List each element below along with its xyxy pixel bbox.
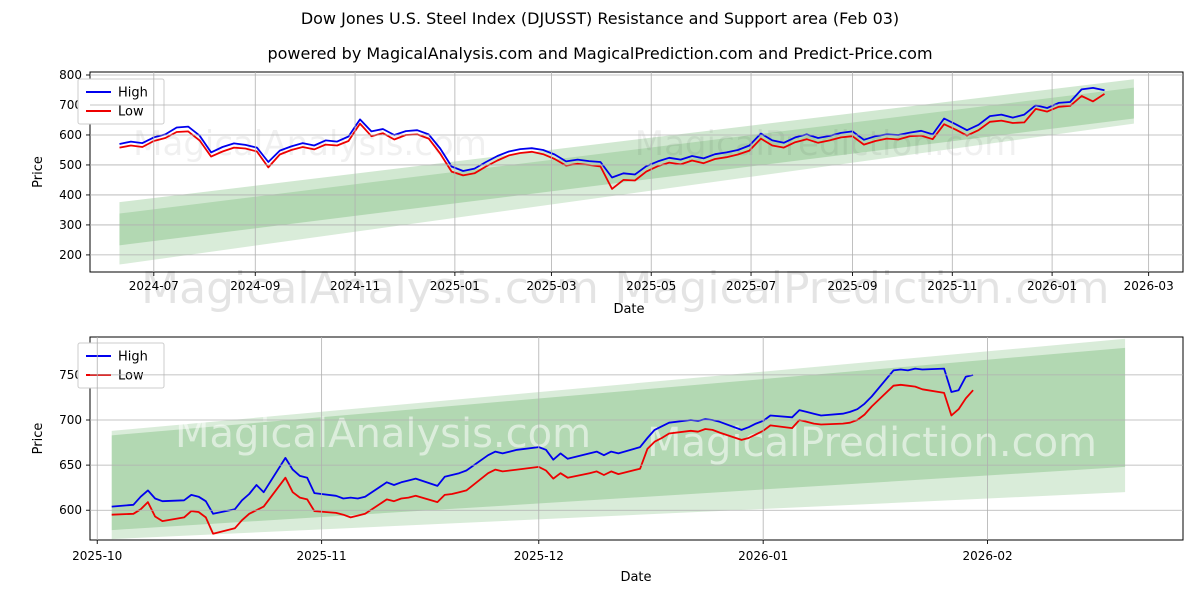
figure-subtitle: powered by MagicalAnalysis.com and Magic… <box>267 44 933 63</box>
x-tick-label: 2026-01 <box>738 549 788 563</box>
support-band <box>119 87 1134 265</box>
x-axis: 2025-10 2025-11 2025-12 2026-01 2026-02 Date <box>72 540 1013 585</box>
plot-border <box>89 71 1184 273</box>
legend-label: High <box>118 86 148 101</box>
legend-box <box>77 78 165 125</box>
resistance-band <box>119 79 1134 246</box>
x-axis: 2024-07 2024-09 2024-11 2025-01 2025-03 2025-… <box>129 272 1174 317</box>
y-axis-label: Price <box>31 423 46 455</box>
x-tick-label: 2025-12 <box>514 549 564 563</box>
y-tick-label: 600 <box>59 128 82 142</box>
watermark: MagicalAnalysis.com <box>175 411 591 457</box>
legend: High Low <box>77 342 165 389</box>
y-tick-label: 500 <box>59 158 82 172</box>
legend-box <box>77 342 165 389</box>
y-tick-label: 750 <box>59 368 82 382</box>
support-band <box>111 338 1126 540</box>
high-line <box>119 87 1105 179</box>
x-tick-label: 2025-07 <box>726 279 776 293</box>
resistance-band <box>111 347 1126 531</box>
plot-border <box>89 336 1184 541</box>
y-tick-label: 800 <box>59 68 82 82</box>
low-line <box>119 93 1105 190</box>
x-tick-label: 2025-03 <box>526 279 576 293</box>
watermark: MagicalPrediction.com <box>635 124 1018 164</box>
y-tick-label: 200 <box>59 248 82 262</box>
x-tick-label: 2025-09 <box>827 279 877 293</box>
x-tick-label: 2025-11 <box>297 549 347 563</box>
x-tick-label: 2024-11 <box>330 279 380 293</box>
legend-label: Low <box>118 105 144 120</box>
y-tick-label: 600 <box>59 503 82 517</box>
grid <box>90 337 1183 540</box>
y-tick-label: 400 <box>59 188 82 202</box>
legend: High Low <box>77 78 165 125</box>
x-tick-label: 2026-03 <box>1124 279 1174 293</box>
x-tick-label: 2025-10 <box>72 549 122 563</box>
figure-title: Dow Jones U.S. Steel Index (DJUSST) Resi… <box>300 9 900 28</box>
legend-label: High <box>118 350 148 365</box>
top-chart: MagicalAnalysis.com MagicalPrediction.com… <box>31 68 1184 317</box>
x-axis-label: Date <box>613 302 644 317</box>
low-line <box>111 383 974 535</box>
x-axis-label: Date <box>620 570 651 585</box>
x-tick-label: 2026-02 <box>962 549 1012 563</box>
y-tick-label: 700 <box>59 98 82 112</box>
x-tick-label: 2025-11 <box>927 279 977 293</box>
high-line <box>111 367 974 515</box>
x-tick-label: 2024-07 <box>129 279 179 293</box>
legend-label: Low <box>118 369 144 384</box>
x-tick-label: 2025-05 <box>626 279 676 293</box>
y-tick-label: 300 <box>59 218 82 232</box>
bottom-chart: MagicalAnalysis.com MagicalPrediction.com… <box>31 336 1184 585</box>
watermark: MagicalPrediction.com <box>647 420 1097 466</box>
y-tick-label: 650 <box>59 458 82 472</box>
x-tick-label: 2025-01 <box>430 279 480 293</box>
x-tick-label: 2026-01 <box>1027 279 1077 293</box>
grid <box>90 72 1183 272</box>
y-tick-label: 700 <box>59 413 82 427</box>
x-tick-label: 2024-09 <box>230 279 280 293</box>
y-axis-label: Price <box>31 156 46 188</box>
y-axis: 200 300 400 500 600 700 800 Price <box>31 68 90 262</box>
y-axis: 600 650 700 750 Price <box>31 368 90 517</box>
